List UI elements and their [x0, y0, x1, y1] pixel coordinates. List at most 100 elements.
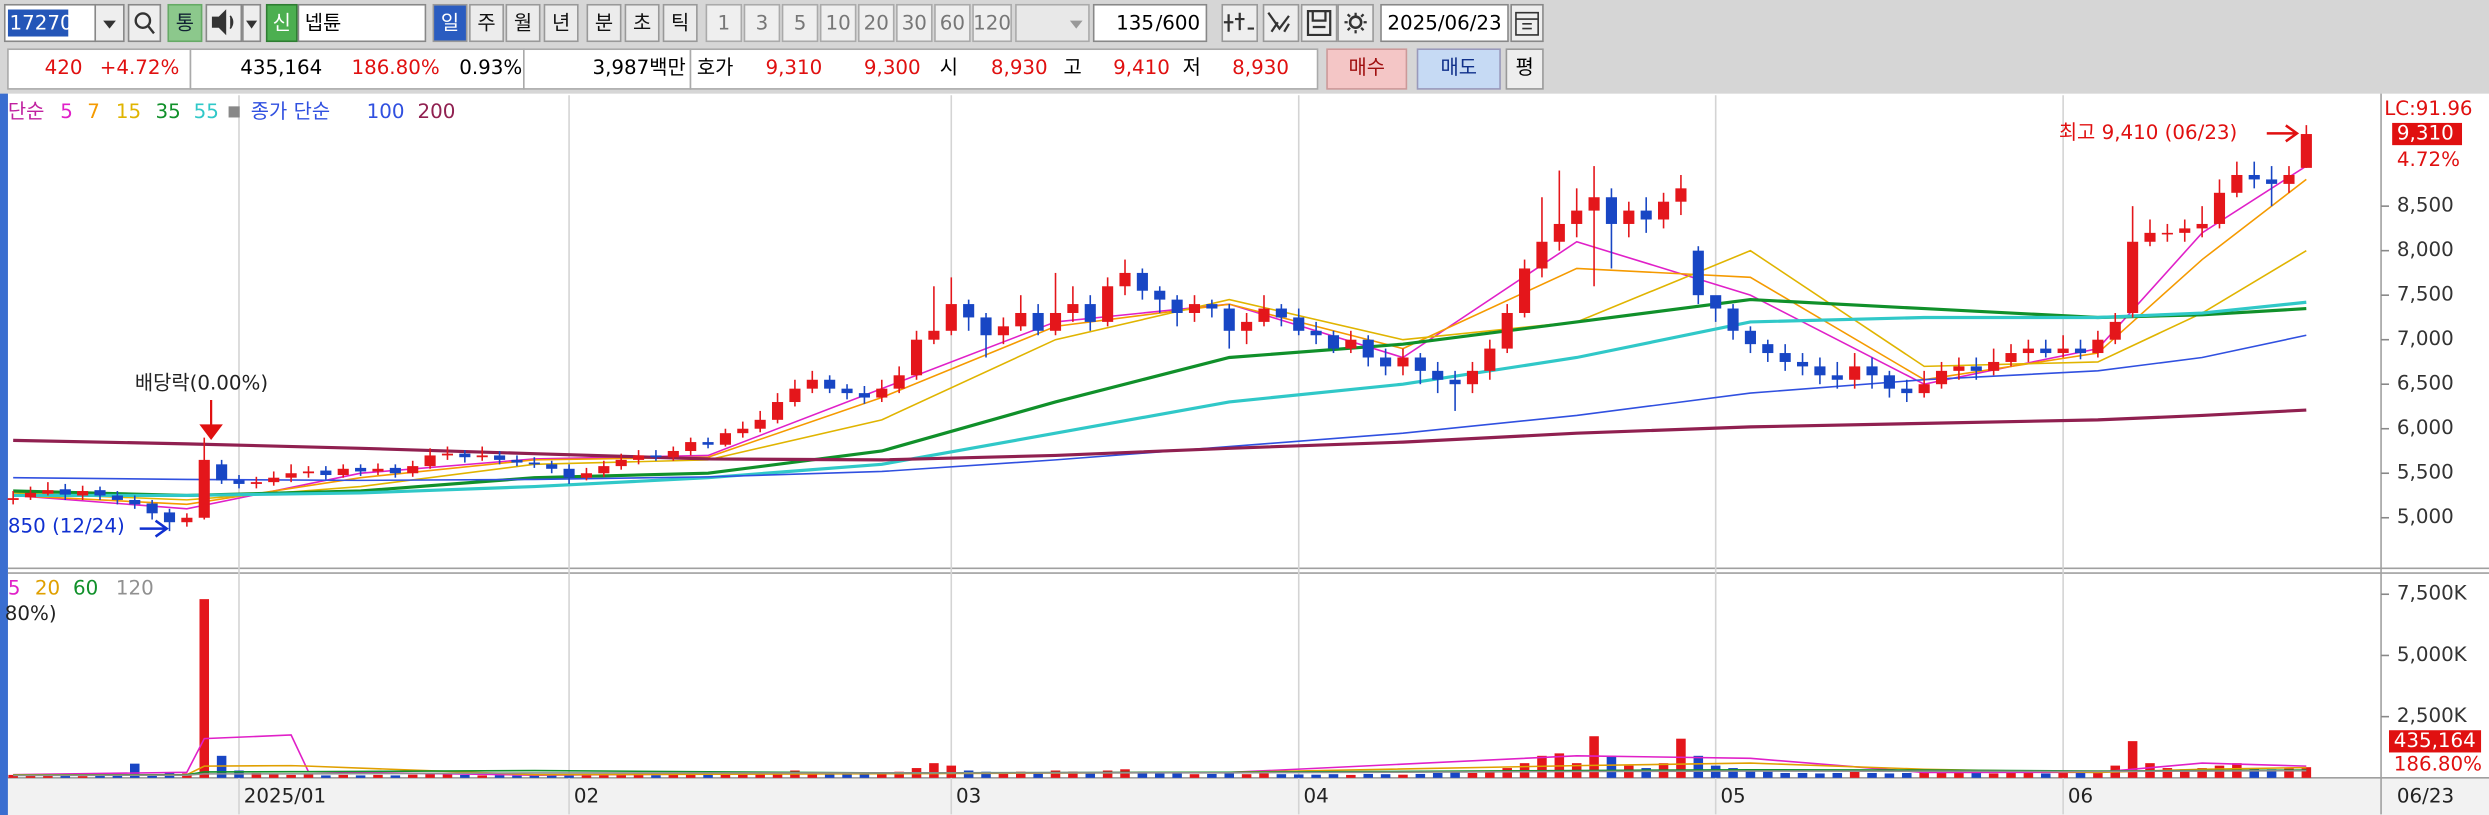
- volume-bar: [2041, 773, 2051, 778]
- candle-body: [1692, 250, 1704, 296]
- candle-body: [1414, 357, 1426, 371]
- y-tick-label: 7,000: [2397, 327, 2454, 350]
- candle-body: [980, 317, 992, 336]
- volume-bar: [1902, 772, 1912, 778]
- low: 8,930: [1232, 56, 1289, 79]
- interval-button[interactable]: [743, 3, 781, 43]
- volume-bar: [703, 774, 713, 778]
- volume-bar: [112, 775, 123, 778]
- period-label: 초: [633, 11, 651, 34]
- legend-entry: 7: [87, 100, 100, 123]
- candle-body: [1519, 268, 1531, 313]
- interval-button[interactable]: [934, 3, 971, 43]
- candle-body: [146, 503, 158, 514]
- period-button[interactable]: [662, 3, 698, 43]
- candle-body: [1883, 375, 1895, 389]
- volume-bar: [1224, 772, 1235, 778]
- legend-prefix: 단순: [8, 100, 44, 123]
- candle-body: [59, 489, 71, 495]
- volume-bar: [1398, 774, 1408, 778]
- name-input[interactable]: [297, 3, 427, 43]
- candle-body: [129, 499, 141, 505]
- candle-body: [1102, 286, 1114, 322]
- change-pct: +4.72%: [100, 56, 180, 79]
- candle-body: [1275, 308, 1287, 318]
- candle-body: [1779, 353, 1791, 362]
- volume-bar: [1189, 774, 1200, 778]
- candle-body: [2057, 348, 2069, 354]
- date-input[interactable]: [1380, 3, 1509, 43]
- volume-bar: [1207, 773, 1217, 778]
- volume-bar: [1050, 770, 1061, 778]
- candle-body: [1223, 308, 1235, 331]
- interval-button[interactable]: [819, 3, 857, 43]
- candle-body: [1015, 312, 1027, 327]
- period-button[interactable]: [624, 3, 660, 43]
- tool-icon-button[interactable]: [1337, 3, 1374, 43]
- volume-bar: [859, 774, 870, 778]
- tool-icon: [1223, 12, 1255, 32]
- period-label: 틱: [671, 11, 689, 34]
- tool-icon-button[interactable]: [1262, 3, 1300, 43]
- annotation-arrow: [2266, 124, 2300, 143]
- volume-bar: [877, 772, 887, 778]
- candle-body: [111, 495, 123, 500]
- left-border: [0, 93, 8, 815]
- legend-entry: 120: [116, 576, 154, 599]
- candle-body: [580, 473, 593, 478]
- volume-bar: [1815, 773, 1825, 778]
- volume-bar: [1849, 771, 1860, 778]
- period-button[interactable]: [543, 3, 579, 43]
- candle-body: [1154, 290, 1166, 300]
- period-button[interactable]: [505, 3, 541, 43]
- period-button[interactable]: [586, 3, 622, 43]
- volume-bar: [1919, 772, 1929, 778]
- sell-button[interactable]: [1416, 48, 1501, 90]
- sin-label: 신: [273, 11, 291, 34]
- volume-bar: [738, 774, 748, 778]
- candle-body: [7, 498, 19, 500]
- interval-label: 5: [794, 11, 807, 34]
- candle-body: [910, 339, 923, 376]
- volume-bar: [1988, 773, 1999, 778]
- candle-body: [685, 442, 697, 451]
- candle-body: [1658, 201, 1670, 220]
- interval-button[interactable]: [896, 3, 933, 43]
- sin-badge[interactable]: [265, 3, 298, 43]
- search-icon: [146, 24, 155, 35]
- candle-body: [181, 517, 193, 523]
- candle-body: [1762, 344, 1774, 354]
- volume-ratio-label: 186.80%: [2394, 753, 2482, 776]
- volume-bar: [1346, 774, 1356, 778]
- candle-body: [1536, 241, 1548, 269]
- candle-body: [928, 330, 940, 340]
- candle-body: [1623, 210, 1635, 224]
- candle-body: [77, 491, 89, 496]
- candle-body: [1258, 308, 1270, 322]
- period-button[interactable]: [432, 3, 468, 43]
- legend-entry: 60: [73, 576, 98, 599]
- candle-body: [1588, 197, 1600, 211]
- volume-bar: [373, 774, 383, 778]
- interval-button[interactable]: [857, 3, 895, 43]
- interval-label: 1: [718, 11, 731, 34]
- volume-bar: [1954, 771, 1964, 778]
- buy-button[interactable]: [1326, 48, 1408, 90]
- volume-bar: [1797, 772, 1808, 778]
- interval-button[interactable]: [781, 3, 819, 43]
- count-input[interactable]: [1092, 3, 1208, 43]
- volume-bar: [390, 775, 401, 778]
- y-tick-label: 7,500K: [2397, 582, 2468, 605]
- moving-average: [13, 300, 2307, 498]
- search-button[interactable]: [127, 3, 162, 43]
- amount: 3,987백만: [592, 56, 685, 79]
- period-button[interactable]: [469, 3, 504, 43]
- tong-button[interactable]: [167, 3, 203, 43]
- interval-button[interactable]: [972, 3, 1012, 43]
- volume-bar: [633, 774, 644, 778]
- candle-body: [806, 379, 818, 389]
- count-max: /600: [1156, 11, 1201, 34]
- count-text: 135: [1116, 11, 1154, 34]
- flat-button[interactable]: [1505, 48, 1544, 90]
- interval-button[interactable]: [705, 3, 743, 43]
